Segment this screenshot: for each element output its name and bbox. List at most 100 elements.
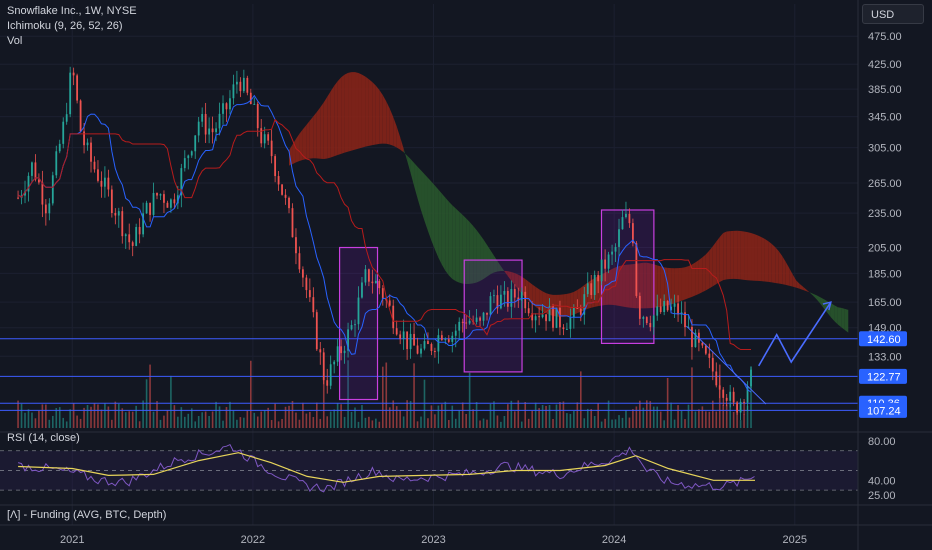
volume-bar [493, 401, 495, 428]
currency-button[interactable]: USD [862, 4, 924, 24]
candle-body [427, 341, 429, 345]
cloud-segment [438, 189, 442, 265]
candle-body [663, 301, 666, 313]
volume-bar [489, 403, 492, 428]
candle-body [194, 135, 197, 152]
candle-body [447, 339, 450, 342]
rsi-tick-label: 25.00 [868, 490, 896, 502]
candle-body [725, 397, 728, 401]
volume-bar [482, 418, 485, 428]
price-tick-label: 133.00 [868, 351, 902, 363]
candle-body [44, 204, 47, 214]
cloud-segment [504, 270, 508, 277]
cloud-segment [605, 270, 609, 306]
time-axis[interactable]: 2021 2022 2023 2024 2025 [60, 534, 807, 546]
candle-body [722, 389, 725, 398]
cloud-segment [483, 239, 488, 280]
trend-line[interactable] [686, 325, 767, 405]
projection-path[interactable] [686, 301, 832, 405]
volume-bar [461, 402, 464, 428]
volume-bar [444, 401, 447, 428]
projection-zigzag[interactable] [758, 301, 832, 367]
cloud-segment [375, 85, 380, 145]
volume-bar [434, 414, 436, 428]
grid [0, 4, 858, 525]
volume-legend[interactable]: Vol [7, 35, 23, 47]
cloud-segment [796, 280, 800, 289]
candle-body [131, 242, 134, 246]
candle-body [302, 269, 304, 278]
candle-body [614, 246, 617, 252]
volume-bar [475, 402, 478, 428]
cloud-segment [761, 237, 765, 282]
price-tick-label: 345.00 [868, 112, 902, 124]
candle-body [461, 321, 464, 323]
funding-legend[interactable]: [Λ] - Funding (AVG, BTC, Depth) [7, 509, 167, 521]
candle-body [55, 151, 58, 176]
horizontal-levels[interactable] [0, 338, 858, 411]
cloud-segment [421, 170, 425, 221]
candle-body [548, 306, 551, 322]
volume-bar [607, 400, 610, 428]
candle-body [482, 312, 485, 321]
cloud-segment [320, 102, 324, 160]
cloud-segment [299, 129, 303, 161]
candle-body [121, 211, 124, 237]
volume-bar [166, 410, 169, 428]
candle-body [524, 291, 527, 309]
candle-body [350, 325, 353, 330]
cloud-segment [653, 264, 658, 308]
cloud-segment [427, 177, 432, 241]
ichimoku-legend[interactable]: Ichimoku (9, 26, 52, 26) [7, 20, 123, 32]
volume-bar [632, 409, 634, 428]
price-badge-label: 122.77 [867, 371, 901, 383]
cloud-segment [629, 264, 633, 309]
volume-bar [17, 400, 19, 428]
cloud-segment [643, 262, 647, 309]
volume-bar [194, 421, 197, 428]
volume-bar [562, 401, 565, 428]
candle-body [211, 128, 214, 133]
cloud-segment [316, 107, 321, 159]
candle-body [708, 353, 711, 358]
cloud-segment [837, 307, 842, 328]
candle-body [124, 234, 127, 237]
candle-body [593, 274, 596, 296]
candle-body [670, 306, 673, 311]
cloud-segment [313, 111, 317, 159]
volume-bar [559, 402, 561, 428]
volume-bar [524, 401, 527, 428]
volume-bar [232, 410, 235, 428]
candle-body [156, 192, 158, 196]
highlight-box[interactable] [600, 209, 655, 345]
cloud-segment [361, 74, 366, 148]
cloud-segment [685, 266, 689, 300]
candle-body [274, 156, 277, 177]
candle-body [458, 321, 461, 331]
volume-bar [243, 417, 245, 428]
volume-bar [229, 401, 231, 428]
candle-body [604, 259, 607, 269]
candle-body [225, 103, 228, 110]
price-tick-label: 165.00 [868, 297, 902, 309]
candle-body [409, 333, 412, 350]
volume-bar [34, 418, 37, 428]
volume-bar [687, 404, 690, 428]
symbol-title[interactable]: Snowflake Inc., 1W, NYSE [7, 5, 137, 17]
time-tick-label: 2021 [60, 534, 84, 546]
highlight-box[interactable] [463, 259, 523, 373]
rsi-legend[interactable]: RSI (14, close) [7, 432, 80, 444]
volume-bar [260, 411, 263, 428]
volume-bar [38, 410, 40, 428]
rsi-tick-label: 40.00 [868, 475, 896, 487]
candle-body [322, 352, 325, 381]
volume-bar [600, 421, 603, 428]
price-tick-label: 385.00 [868, 84, 902, 96]
cloud-segment [368, 79, 373, 146]
candle-body [479, 317, 481, 321]
candle-body [652, 315, 655, 328]
cloud-segment [337, 77, 342, 156]
volume-bar [392, 400, 395, 428]
